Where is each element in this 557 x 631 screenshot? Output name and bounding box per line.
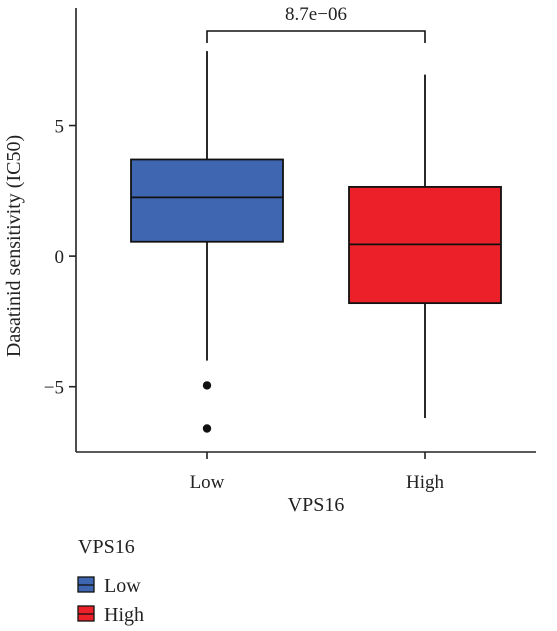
legend-item-high: High bbox=[77, 604, 144, 626]
outlier-point bbox=[202, 424, 212, 433]
legend-label: High bbox=[104, 604, 144, 626]
legend-title: VPS16 bbox=[78, 536, 135, 558]
x-tick-label: High bbox=[406, 472, 445, 493]
x-tick-label: Low bbox=[190, 472, 225, 493]
box-iqr bbox=[130, 158, 284, 243]
legend-label: Low bbox=[104, 575, 141, 597]
box-low bbox=[130, 51, 284, 433]
y-axis-label: Dasatinid sensitivity (IC50) bbox=[3, 135, 25, 357]
box-high bbox=[348, 74, 502, 419]
p-value-label: 8.7e−06 bbox=[285, 4, 347, 25]
y-tick-label: −5 bbox=[44, 378, 64, 399]
x-axis-label: VPS16 bbox=[288, 494, 345, 516]
y-axis: −5 0 5 bbox=[44, 8, 77, 452]
y-tick-label: 5 bbox=[55, 117, 65, 138]
legend-item-low: Low bbox=[77, 575, 141, 597]
x-axis: Low High bbox=[76, 451, 536, 493]
significance-bracket bbox=[206, 30, 426, 43]
boxes bbox=[130, 51, 502, 433]
significance-annotation: 8.7e−06 bbox=[206, 4, 426, 43]
outlier-point bbox=[202, 381, 212, 390]
y-tick-label: 0 bbox=[55, 247, 65, 268]
legend: VPS16 Low High bbox=[77, 536, 144, 626]
